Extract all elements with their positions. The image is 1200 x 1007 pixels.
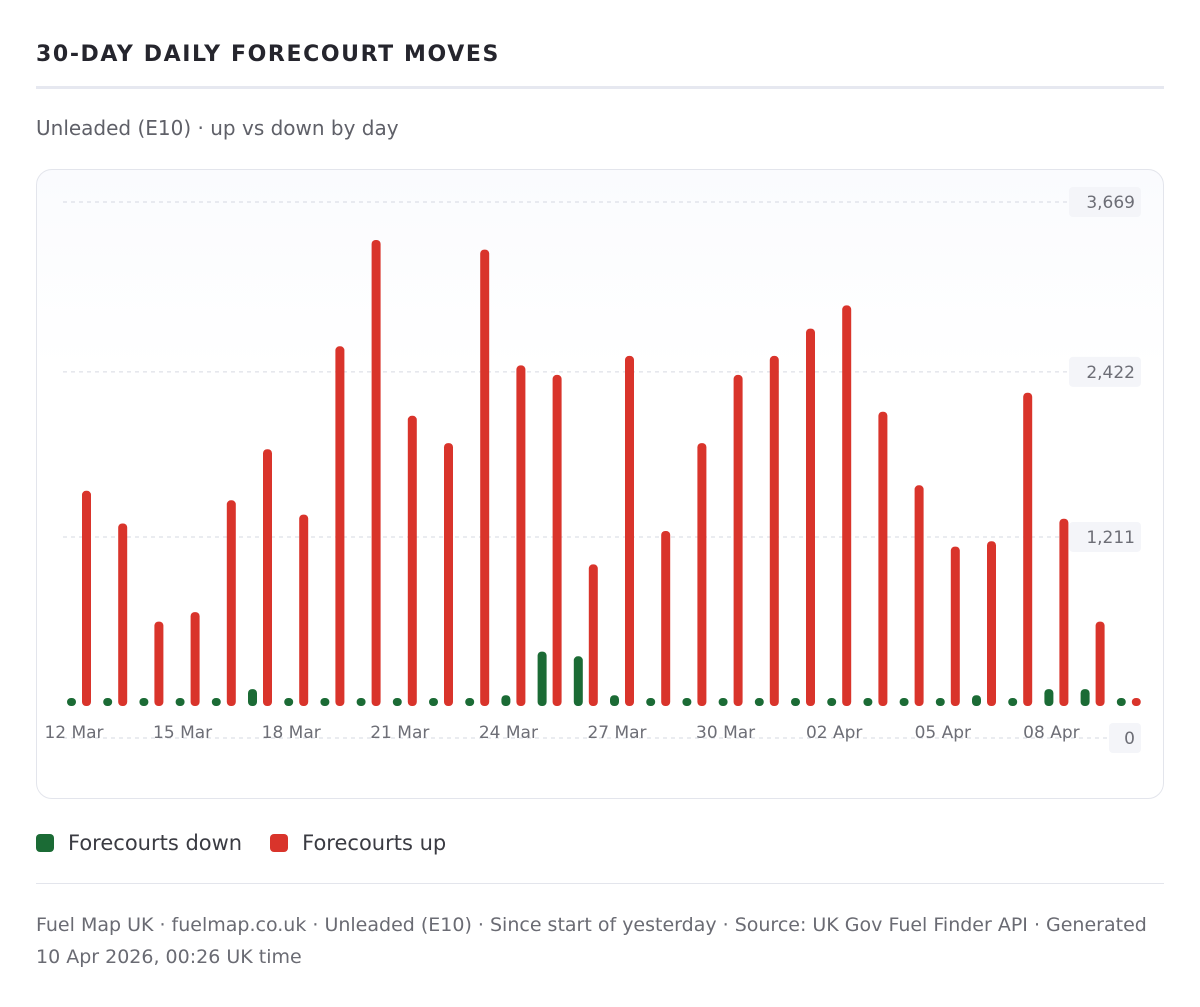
x-tick-label: 30 Mar [696,723,755,743]
legend-label-down: Forecourts down [68,831,243,855]
chart-subtitle: Unleaded (E10) · up vs down by day [36,116,399,140]
bar-forecourts-up[interactable] [625,355,634,706]
x-tick-label: 18 Mar [262,723,321,743]
y-tick-label: 1,211 [1086,528,1135,548]
bar-forecourts-down[interactable] [754,698,764,706]
bar-forecourts-up[interactable] [82,490,91,706]
bar-forecourts-up[interactable] [987,541,996,706]
bar-forecourts-down[interactable] [1044,689,1054,706]
bar-forecourts-up[interactable] [444,443,453,706]
bar-forecourts-down[interactable] [1116,698,1126,706]
bar-forecourts-up[interactable] [371,240,381,706]
bar-forecourts-down[interactable] [827,698,837,706]
x-tick-label: 15 Mar [153,723,212,743]
bar-forecourts-down[interactable] [465,698,475,706]
y-tick-label-bg [1069,356,1141,387]
bar-forecourts-up[interactable] [661,531,671,706]
bar-forecourts-down[interactable] [1008,698,1018,706]
bar-forecourts-down[interactable] [537,651,547,706]
bar-chart: 3,669 2,422 1,211 0 12 Mar 15 Mar 18 Mar 21 Ma… [44,187,1141,753]
bar-forecourts-down[interactable] [972,695,981,706]
footer-note: Fuel Map UK · fuelmap.co.uk · Unleaded (… [36,909,1176,973]
y-axis-labels: 3,669 2,422 1,211 0 [1069,187,1141,753]
bar-forecourts-up[interactable] [226,500,236,706]
bar-forecourts-up[interactable] [769,355,779,706]
bar-forecourts-up[interactable] [552,374,562,706]
bar-forecourts-down[interactable] [248,689,257,706]
page-title: 30-DAY DAILY FORECOURT MOVES [36,42,500,67]
bar-forecourts-down[interactable] [356,698,366,706]
bar-forecourts-up[interactable] [1023,392,1033,706]
bar-forecourts-down[interactable] [718,698,728,706]
bar-forecourts-up[interactable] [118,523,128,707]
bar-forecourts-up[interactable] [1131,698,1141,706]
y-tick-label: 2,422 [1086,363,1135,383]
bar-forecourts-up[interactable] [190,612,200,706]
x-tick-label: 02 Apr [806,723,862,743]
bar-forecourts-down[interactable] [67,698,76,706]
bar-forecourts-down[interactable] [103,698,113,706]
bar-forecourts-up[interactable] [1059,518,1069,706]
bar-forecourts-up[interactable] [697,443,707,706]
x-tick-label: 08 Apr [1023,723,1079,743]
bar-forecourts-down[interactable] [175,698,185,706]
y-tick-label: 0 [1124,729,1135,749]
bar-forecourts-up[interactable] [335,346,345,706]
y-tick-label-bg [1109,723,1141,753]
legend-item-up[interactable]: Forecourts up [270,831,446,855]
legend-swatch-up [270,834,289,852]
legend-item-down[interactable]: Forecourts down [36,831,242,855]
footer-divider [36,883,1164,884]
bars-forecourts-down [67,651,1126,706]
bar-forecourts-down[interactable] [791,698,800,706]
x-tick-label: 21 Mar [370,723,429,743]
bar-forecourts-up[interactable] [878,411,888,706]
title-divider [36,86,1164,89]
bar-forecourts-down[interactable] [573,656,583,706]
bar-forecourts-down[interactable] [610,695,619,706]
bar-forecourts-down[interactable] [501,695,511,706]
bar-forecourts-up[interactable] [950,546,960,706]
bar-forecourts-up[interactable] [806,328,815,706]
x-tick-label: 12 Mar [44,723,103,743]
footer-line-2: 10 Apr 2026, 00:26 UK time [36,946,302,968]
bar-forecourts-down[interactable] [392,698,402,706]
bar-forecourts-up[interactable] [842,305,852,706]
bar-forecourts-down[interactable] [863,698,873,706]
legend-swatch-down [36,834,54,852]
bar-forecourts-down[interactable] [320,698,330,706]
bar-forecourts-down[interactable] [899,698,909,706]
footer-line-1: Fuel Map UK · fuelmap.co.uk · Unleaded (… [36,914,1147,936]
bar-forecourts-down[interactable] [211,698,221,706]
bar-forecourts-down[interactable] [284,698,294,706]
bar-forecourts-up[interactable] [480,249,490,706]
bar-forecourts-down[interactable] [935,698,945,706]
bar-forecourts-up[interactable] [154,621,164,706]
x-tick-label: 05 Apr [915,723,971,743]
legend-label-up: Forecourts up [302,831,447,855]
bar-forecourts-up[interactable] [299,514,309,706]
chart-card: 3,669 2,422 1,211 0 12 Mar 15 Mar 18 Mar 21 Ma… [36,169,1164,799]
chart-legend: Forecourts down Forecourts up [36,828,474,858]
bar-forecourts-up[interactable] [263,449,272,706]
y-tick-label-bg [1069,521,1141,552]
bar-forecourts-up[interactable] [588,564,598,706]
bar-forecourts-down[interactable] [1080,689,1090,706]
bar-forecourts-up[interactable] [1095,621,1105,706]
bar-forecourts-down[interactable] [429,698,438,706]
bar-forecourts-up[interactable] [733,374,743,706]
bar-forecourts-up[interactable] [516,365,526,706]
bar-forecourts-up[interactable] [407,415,417,706]
y-tick-label: 3,669 [1086,193,1135,213]
gridlines [63,201,1107,739]
bar-forecourts-down[interactable] [646,698,656,706]
bar-forecourts-down[interactable] [139,698,149,706]
y-tick-label-bg [1069,187,1141,217]
x-axis-labels: 12 Mar 15 Mar 18 Mar 21 Mar 24 Mar 27 Mar 30 M… [44,723,1079,743]
x-tick-label: 24 Mar [479,723,538,743]
bar-forecourts-up[interactable] [914,485,924,706]
x-tick-label: 27 Mar [587,723,646,743]
bar-forecourts-down[interactable] [682,698,692,706]
bars-forecourts-up [82,240,1141,706]
